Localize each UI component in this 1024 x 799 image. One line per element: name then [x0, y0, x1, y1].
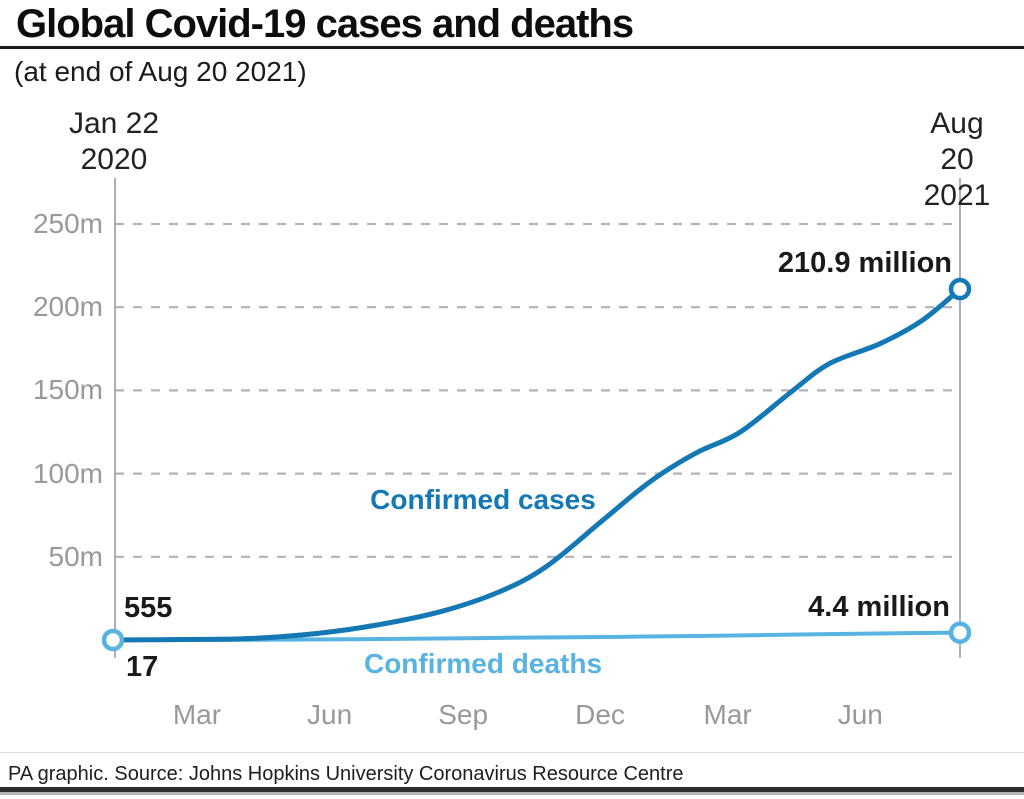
confirmed-deaths-end-marker [948, 621, 972, 644]
page-title: Global Covid-19 cases and deaths [16, 2, 634, 46]
x-month-label-0-Mar: Mar [172, 699, 222, 730]
bottom-rule-dark [0, 787, 1024, 792]
deaths-start-value-label: 17 [126, 651, 159, 683]
bottom-rule-light [0, 792, 1024, 795]
x-month-label-2-Sep: Sep [438, 699, 489, 730]
cases-end-value-label: 210.9 million [777, 247, 952, 279]
x-month-label-5-Jun: Jun [837, 699, 883, 730]
x-month-label-4-Mar: Mar [703, 699, 752, 730]
deaths-series-label: Confirmed deaths [363, 648, 603, 679]
y-tick-150m: 150m [32, 374, 103, 406]
cases-start-value-label: 555 [124, 592, 173, 624]
footer-divider [0, 752, 1024, 753]
title-divider [0, 46, 1024, 49]
axis-start-date-label: Jan 22 2020 [68, 107, 160, 176]
series-start-marker [101, 628, 125, 652]
source-credit: PA graphic. Source: Johns Hopkins Univer… [8, 763, 684, 785]
x-month-label-1-Jun: Jun [307, 699, 353, 730]
axis-end-date-label: Aug 20 2021 [923, 107, 991, 212]
confirmed-cases-end-marker [948, 277, 972, 301]
x-month-label-3-Dec: Dec [575, 699, 625, 730]
y-tick-50m: 50m [48, 540, 103, 572]
y-tick-200m: 200m [32, 291, 103, 323]
page-subtitle: (at end of Aug 20 2021) [14, 56, 307, 87]
confirmed-cases-line [112, 286, 963, 643]
y-tick-100m: 100m [32, 457, 103, 489]
cases-series-label: Confirmed cases [370, 484, 596, 515]
y-tick-250m: 250m [32, 208, 103, 239]
deaths-end-value-label: 4.4 million [808, 591, 950, 623]
